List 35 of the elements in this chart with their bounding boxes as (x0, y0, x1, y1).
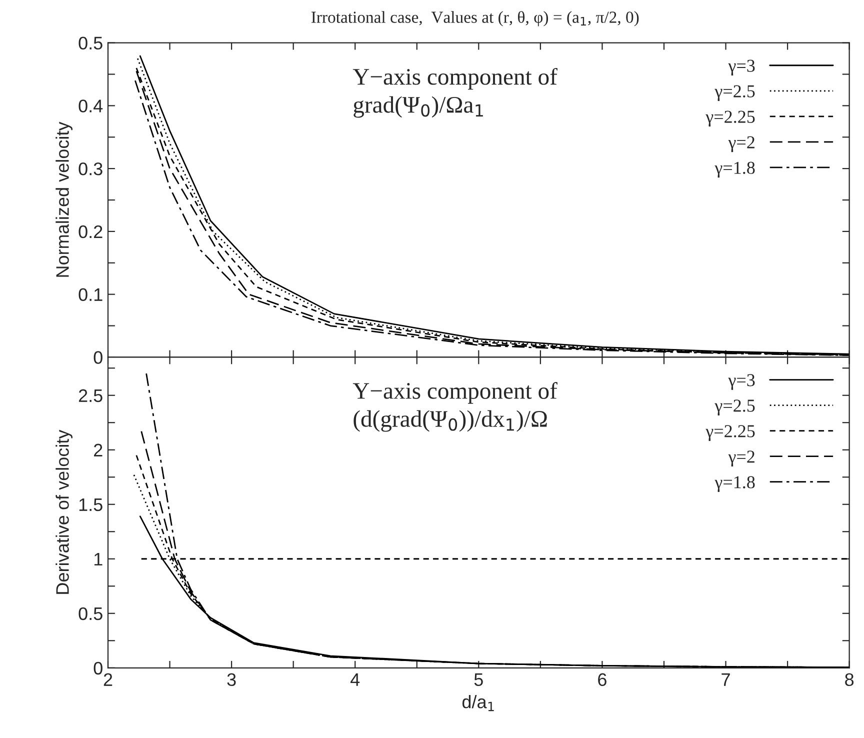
x-tick-label: 5 (474, 673, 483, 686)
legend-label: γ=2.5 (714, 85, 755, 102)
y-tick-label: 0 (94, 351, 102, 364)
x-tick-label: 6 (598, 673, 606, 686)
legend-label: γ=2.25 (706, 110, 755, 127)
legend-label: γ=1.8 (714, 476, 755, 492)
y-tick-label: 0.3 (78, 162, 102, 176)
y-tick-label: 0.4 (78, 100, 103, 112)
y-axis-title: Derivative of velocity (56, 430, 72, 594)
legend-label: γ=1.8 (714, 162, 755, 178)
y-tick-label: 0.5 (78, 607, 102, 620)
y-tick-label: 0 (94, 662, 102, 675)
legend-label: γ=3 (728, 60, 755, 76)
y-tick-label: 1 (94, 552, 102, 566)
legend-label: γ=2 (728, 136, 754, 152)
legend-label: γ=2.5 (714, 400, 755, 416)
annotation: Y−axis component of grad(Ψ$_{0}$)/Ωa$_{1}$ (352, 68, 558, 118)
y-tick-label: 1.5 (79, 498, 102, 512)
chart-title: Irrotational case, Values at (r, θ, φ) = (a$_{1}$, π/2, 0) (311, 11, 639, 26)
y-tick-label: 0.2 (78, 225, 102, 238)
x-tick-label: 3 (227, 673, 236, 686)
legend-label: γ=2 (728, 450, 754, 466)
y-axis-title: Normalized velocity (56, 122, 72, 277)
x-tick-label: 7 (722, 673, 730, 686)
y-tick-label: 0.5 (78, 36, 102, 50)
annotation: Y−axis component of (d(grad(Ψ$_{0}$))/dx$_{1}$)/Ω (352, 382, 558, 432)
legend-label: γ=2.25 (706, 425, 755, 441)
y-tick-label: 0.1 (78, 288, 102, 302)
x-tick-label: 4 (350, 673, 360, 686)
x-tick-label: 8 (845, 673, 854, 686)
x-axis-title: d/a$_{1}$ (462, 695, 494, 712)
legend-label: γ=3 (728, 374, 755, 390)
y-tick-label: 2.5 (78, 389, 102, 402)
y-tick-label: 2 (94, 444, 102, 456)
x-tick-label: 2 (104, 673, 112, 686)
